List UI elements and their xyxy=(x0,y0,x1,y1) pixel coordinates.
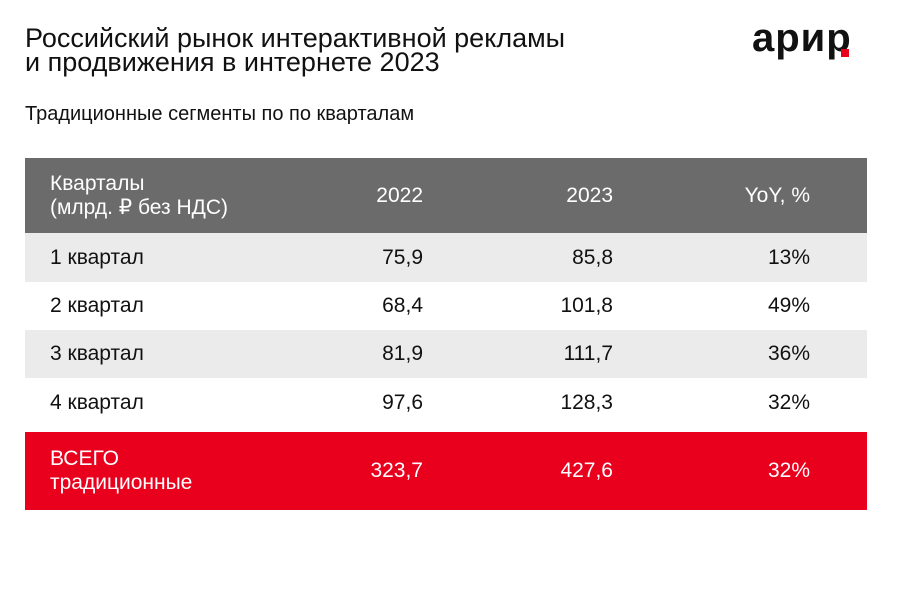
cell: 32% xyxy=(768,378,810,428)
cell-text: 32% xyxy=(767,459,810,482)
cell: 2 квартал xyxy=(50,282,144,330)
title-line: Российский рынок интерактивной рекламы xyxy=(25,23,566,53)
cell: 1 квартал xyxy=(50,233,144,282)
cell-text: 111,7 xyxy=(563,342,613,365)
title-line: и продвижения в интернете 2023 xyxy=(25,47,440,77)
title: Российский рынок интерактивной рекламы и… xyxy=(25,23,566,77)
cell: 68,4 xyxy=(382,282,423,330)
cell-text: 128,3 xyxy=(560,391,613,414)
cell-line: ВСЕГО xyxy=(50,447,120,470)
logo-dot xyxy=(841,49,849,57)
cell-text: 75,9 xyxy=(382,245,423,269)
cell: YoY, % xyxy=(745,158,810,233)
cell-text: 3 квартал xyxy=(50,342,144,365)
cell-text: 32% xyxy=(767,391,810,414)
cell-text: 13% xyxy=(767,245,810,269)
cell-text: 101,8 xyxy=(560,294,613,317)
cell: 36% xyxy=(768,330,810,378)
data-row: 1 квартал 75,9 85,8 13% xyxy=(25,233,867,282)
cell-text: 4 квартал xyxy=(50,391,144,414)
cell: 2022 xyxy=(376,158,423,233)
cell-text: 68,4 xyxy=(382,294,423,317)
cell: 111,7 xyxy=(564,330,613,378)
cell: 101,8 xyxy=(560,282,613,330)
logo: арир xyxy=(752,16,852,60)
cell-text: 97,6 xyxy=(382,391,423,414)
header-row: Кварталы (млрд. ₽ без НДС) 2022 2023 YoY, % xyxy=(25,158,867,233)
cell-line: традиционные xyxy=(50,471,193,494)
cell-text: 85,8 xyxy=(572,245,613,269)
cell: 49% xyxy=(768,282,810,330)
subtitle: Традиционные сегменты по по кварталам xyxy=(25,103,415,125)
cell-text: 2022 xyxy=(376,183,423,207)
total-row: ВСЕГО традиционные 323,7 427,6 32% xyxy=(25,432,867,510)
cell: 128,3 xyxy=(560,378,613,428)
cell-line: (млрд. ₽ без НДС) xyxy=(50,195,229,219)
cell: Кварталы (млрд. ₽ без НДС) xyxy=(50,158,228,233)
cell-text: 49% xyxy=(767,294,810,317)
cell-line: Кварталы xyxy=(50,171,145,195)
cell-text: YoY, % xyxy=(744,183,810,207)
cell-text: 2023 xyxy=(566,183,613,207)
cell: 32% xyxy=(768,432,810,510)
data-row: 3 квартал 81,9 111,7 36% xyxy=(25,330,867,378)
cell-text: 2 квартал xyxy=(50,294,144,317)
cell: 75,9 xyxy=(382,233,423,282)
cell: 4 квартал xyxy=(50,378,144,428)
cell: ВСЕГО традиционные xyxy=(50,432,192,510)
data-row: 2 квартал 68,4 101,8 49% xyxy=(25,282,867,330)
cell: 3 квартал xyxy=(50,330,144,378)
cell: 323,7 xyxy=(370,432,423,510)
cell-text: 323,7 xyxy=(370,459,423,482)
data-row: 4 квартал 97,6 128,3 32% xyxy=(25,378,867,428)
cell-text: 427,6 xyxy=(560,459,613,482)
cell: 2023 xyxy=(566,158,613,233)
cell: 97,6 xyxy=(382,378,423,428)
cell: 427,6 xyxy=(560,432,613,510)
cell-text: 36% xyxy=(767,342,810,365)
cell-text: 81,9 xyxy=(382,342,423,365)
cell: 85,8 xyxy=(572,233,613,282)
cell: 81,9 xyxy=(382,330,423,378)
cell-text: 1 квартал xyxy=(50,245,144,269)
cell: 13% xyxy=(768,233,810,282)
